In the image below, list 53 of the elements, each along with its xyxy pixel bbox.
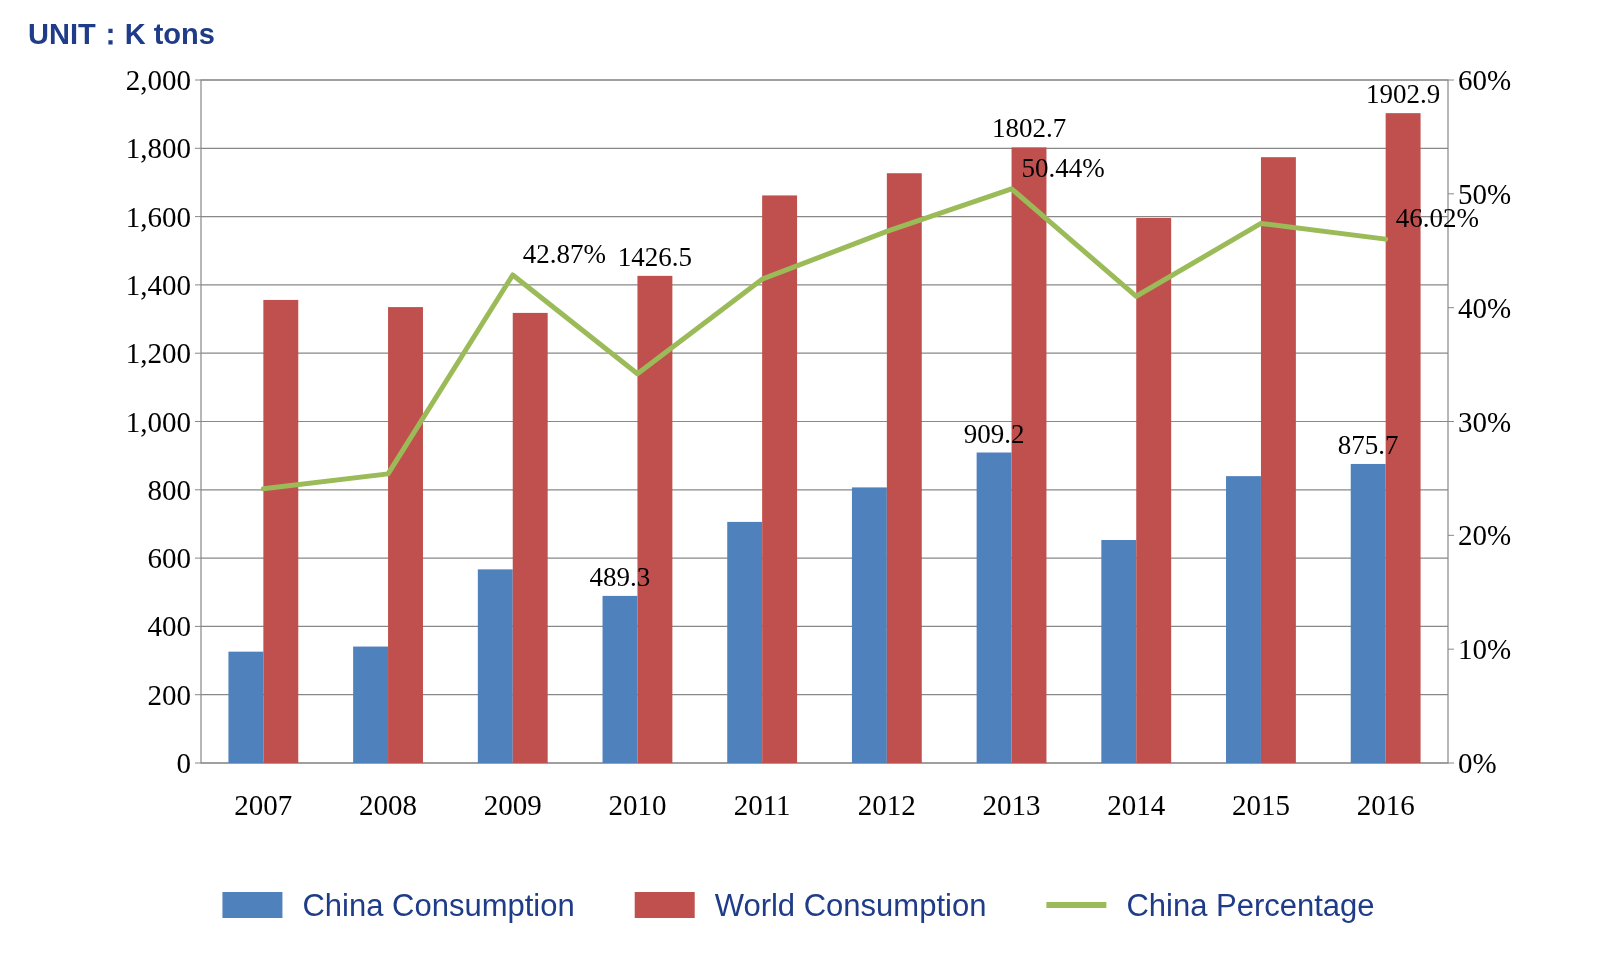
x-tick-label: 2013: [982, 789, 1041, 821]
bar: [851, 487, 887, 763]
y2-tick-label: 40%: [1458, 291, 1512, 324]
x-tick-label: 2015: [1231, 789, 1290, 821]
y-tick-label: 800: [147, 473, 191, 506]
bar: [976, 452, 1012, 763]
y2-tick-label: 50%: [1458, 177, 1512, 210]
x-tick-label: 2011: [733, 789, 791, 821]
y2-tick-label: 30%: [1458, 405, 1512, 438]
bar: [1101, 540, 1137, 763]
bar: [1136, 217, 1172, 763]
y-tick-label: 1,400: [125, 268, 191, 301]
y2-tick-label: 10%: [1458, 633, 1512, 666]
y2-tick-label: 20%: [1458, 519, 1512, 552]
bar: [477, 569, 513, 763]
x-tick-label: 2007: [234, 789, 293, 821]
y-tick-label: 0: [176, 747, 191, 779]
x-tick-label: 2010: [608, 789, 667, 821]
y-tick-label: 1,600: [125, 200, 191, 233]
bar: [602, 595, 638, 763]
bar: [1260, 157, 1296, 763]
data-label: 1802.7: [991, 113, 1067, 144]
x-tick-label: 2016: [1356, 789, 1415, 821]
y-tick-label: 1,000: [125, 405, 191, 438]
bar: [388, 307, 423, 763]
y2-tick-label: 60%: [1458, 64, 1512, 96]
y-tick-label: 400: [147, 610, 191, 643]
bar: [353, 646, 389, 763]
bar: [228, 651, 264, 763]
chart-title: UNIT：K tons: [28, 18, 215, 50]
x-tick-label: 2012: [857, 789, 916, 821]
y2-tick-label: 0%: [1458, 747, 1497, 779]
x-tick-label: 2014: [1107, 789, 1166, 821]
legend-label: China Percentage: [1126, 887, 1375, 923]
y-tick-label: 1,200: [125, 337, 191, 370]
legend-label: World Consumption: [714, 887, 987, 923]
bar: [1226, 476, 1261, 763]
data-label: 1426.5: [617, 241, 693, 272]
bar: [512, 312, 548, 763]
y-tick-label: 200: [147, 678, 191, 711]
bar: [1350, 463, 1386, 763]
y-tick-label: 600: [147, 542, 191, 575]
x-tick-label: 2009: [483, 789, 542, 821]
bar: [762, 195, 798, 763]
data-label: 1902.9: [1365, 79, 1441, 110]
y-tick-label: 1,800: [125, 132, 191, 165]
bar: [727, 521, 763, 763]
bar: [263, 299, 299, 763]
bar: [886, 173, 922, 763]
y-tick-label: 2,000: [125, 64, 191, 96]
legend-label: China Consumption: [302, 887, 575, 923]
x-tick-label: 2008: [359, 789, 418, 821]
data-label: 42.87%: [522, 239, 606, 269]
